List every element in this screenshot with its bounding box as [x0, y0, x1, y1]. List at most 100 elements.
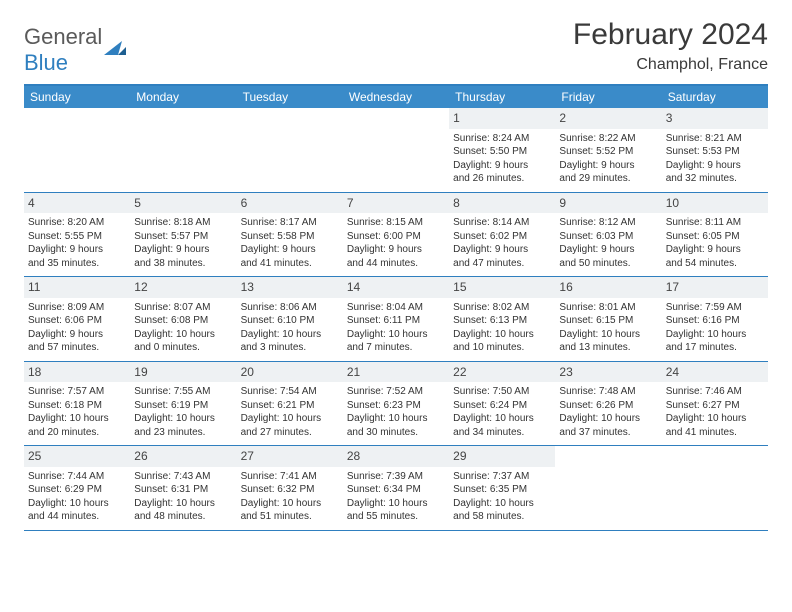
- daynum-bar: 26: [130, 446, 236, 467]
- day-info-line: Sunrise: 8:24 AM: [453, 132, 551, 146]
- day-info-line: and 35 minutes.: [28, 257, 126, 271]
- day-info-line: Sunset: 6:26 PM: [559, 399, 657, 413]
- day-number: 20: [241, 365, 254, 379]
- logo-word-1: General: [24, 24, 102, 49]
- title-block: February 2024 Champhol, France: [573, 18, 768, 74]
- day-cell: 25Sunrise: 7:44 AMSunset: 6:29 PMDayligh…: [24, 446, 130, 530]
- day-info-line: Daylight: 9 hours: [134, 243, 232, 257]
- daynum-bar: 28: [343, 446, 449, 467]
- day-info-line: Sunrise: 8:21 AM: [666, 132, 764, 146]
- day-cell: [24, 108, 130, 192]
- day-info-line: Sunset: 6:16 PM: [666, 314, 764, 328]
- daynum-bar: 2: [555, 108, 661, 129]
- day-info-line: Sunrise: 8:20 AM: [28, 216, 126, 230]
- day-cell: [343, 108, 449, 192]
- day-info-line: Daylight: 9 hours: [241, 243, 339, 257]
- day-info-line: Sunrise: 8:17 AM: [241, 216, 339, 230]
- daynum-bar: 27: [237, 446, 343, 467]
- day-info-line: Sunrise: 7:39 AM: [347, 470, 445, 484]
- daynum-bar: 21: [343, 362, 449, 383]
- daynum-bar: 16: [555, 277, 661, 298]
- daynum-bar: 17: [662, 277, 768, 298]
- day-info-line: Sunset: 6:06 PM: [28, 314, 126, 328]
- daynum-bar: 11: [24, 277, 130, 298]
- day-cell: 19Sunrise: 7:55 AMSunset: 6:19 PMDayligh…: [130, 362, 236, 446]
- weeks-container: 1Sunrise: 8:24 AMSunset: 5:50 PMDaylight…: [24, 108, 768, 531]
- day-info-line: Daylight: 9 hours: [559, 159, 657, 173]
- week-row: 11Sunrise: 8:09 AMSunset: 6:06 PMDayligh…: [24, 277, 768, 362]
- day-info-line: Daylight: 10 hours: [666, 328, 764, 342]
- weekday-label: Friday: [555, 86, 661, 108]
- day-cell: 28Sunrise: 7:39 AMSunset: 6:34 PMDayligh…: [343, 446, 449, 530]
- day-info-line: and 48 minutes.: [134, 510, 232, 524]
- day-number: 8: [453, 196, 460, 210]
- day-info-line: Daylight: 10 hours: [347, 328, 445, 342]
- header-row: General Blue February 2024 Champhol, Fra…: [24, 18, 768, 76]
- day-number: 6: [241, 196, 248, 210]
- day-cell: 23Sunrise: 7:48 AMSunset: 6:26 PMDayligh…: [555, 362, 661, 446]
- day-info-line: Sunrise: 8:06 AM: [241, 301, 339, 315]
- day-cell: 7Sunrise: 8:15 AMSunset: 6:00 PMDaylight…: [343, 193, 449, 277]
- day-number: 4: [28, 196, 35, 210]
- day-info-line: Daylight: 10 hours: [241, 497, 339, 511]
- day-info-line: Sunset: 6:05 PM: [666, 230, 764, 244]
- day-info-line: Sunrise: 7:52 AM: [347, 385, 445, 399]
- day-cell: 8Sunrise: 8:14 AMSunset: 6:02 PMDaylight…: [449, 193, 555, 277]
- weekday-label: Sunday: [24, 86, 130, 108]
- daynum-bar: 4: [24, 193, 130, 214]
- daynum-bar: 23: [555, 362, 661, 383]
- day-cell: 17Sunrise: 7:59 AMSunset: 6:16 PMDayligh…: [662, 277, 768, 361]
- day-number: 27: [241, 449, 254, 463]
- day-number: 5: [134, 196, 141, 210]
- day-info-line: and 55 minutes.: [347, 510, 445, 524]
- day-info-line: Sunset: 6:35 PM: [453, 483, 551, 497]
- day-info-line: Sunset: 5:55 PM: [28, 230, 126, 244]
- weekday-label: Tuesday: [237, 86, 343, 108]
- day-cell: [662, 446, 768, 530]
- daynum-bar: 10: [662, 193, 768, 214]
- day-info-line: Sunset: 6:27 PM: [666, 399, 764, 413]
- daynum-bar: 3: [662, 108, 768, 129]
- day-info-line: Sunrise: 7:57 AM: [28, 385, 126, 399]
- week-row: 18Sunrise: 7:57 AMSunset: 6:18 PMDayligh…: [24, 362, 768, 447]
- day-info-line: Daylight: 10 hours: [28, 497, 126, 511]
- day-info-line: and 27 minutes.: [241, 426, 339, 440]
- day-info-line: and 38 minutes.: [134, 257, 232, 271]
- day-number: 2: [559, 111, 566, 125]
- day-number: 7: [347, 196, 354, 210]
- day-info-line: Sunrise: 7:41 AM: [241, 470, 339, 484]
- logo-triangle-icon: [104, 41, 126, 59]
- daynum-bar: 20: [237, 362, 343, 383]
- day-number: 25: [28, 449, 41, 463]
- day-info-line: Sunset: 6:31 PM: [134, 483, 232, 497]
- day-info-line: Sunset: 6:34 PM: [347, 483, 445, 497]
- day-cell: 18Sunrise: 7:57 AMSunset: 6:18 PMDayligh…: [24, 362, 130, 446]
- day-number: 12: [134, 280, 147, 294]
- day-cell: 4Sunrise: 8:20 AMSunset: 5:55 PMDaylight…: [24, 193, 130, 277]
- day-info-line: Daylight: 10 hours: [241, 328, 339, 342]
- day-cell: 26Sunrise: 7:43 AMSunset: 6:31 PMDayligh…: [130, 446, 236, 530]
- day-info-line: Sunrise: 7:48 AM: [559, 385, 657, 399]
- day-number: 3: [666, 111, 673, 125]
- day-info-line: Daylight: 9 hours: [666, 159, 764, 173]
- day-cell: 22Sunrise: 7:50 AMSunset: 6:24 PMDayligh…: [449, 362, 555, 446]
- day-info-line: Sunset: 6:21 PM: [241, 399, 339, 413]
- day-info-line: Sunset: 6:13 PM: [453, 314, 551, 328]
- day-info-line: and 23 minutes.: [134, 426, 232, 440]
- day-number: 18: [28, 365, 41, 379]
- day-info-line: Daylight: 10 hours: [453, 497, 551, 511]
- day-info-line: Sunrise: 7:46 AM: [666, 385, 764, 399]
- day-number: 1: [453, 111, 460, 125]
- day-info-line: and 0 minutes.: [134, 341, 232, 355]
- day-cell: 3Sunrise: 8:21 AMSunset: 5:53 PMDaylight…: [662, 108, 768, 192]
- day-info-line: and 32 minutes.: [666, 172, 764, 186]
- day-info-line: Sunset: 5:52 PM: [559, 145, 657, 159]
- day-info-line: Sunset: 6:15 PM: [559, 314, 657, 328]
- day-info-line: Daylight: 9 hours: [453, 243, 551, 257]
- day-info-line: Sunset: 6:00 PM: [347, 230, 445, 244]
- day-info-line: and 20 minutes.: [28, 426, 126, 440]
- day-cell: [555, 446, 661, 530]
- day-info-line: and 44 minutes.: [28, 510, 126, 524]
- day-info-line: Sunset: 6:02 PM: [453, 230, 551, 244]
- day-info-line: Daylight: 10 hours: [134, 328, 232, 342]
